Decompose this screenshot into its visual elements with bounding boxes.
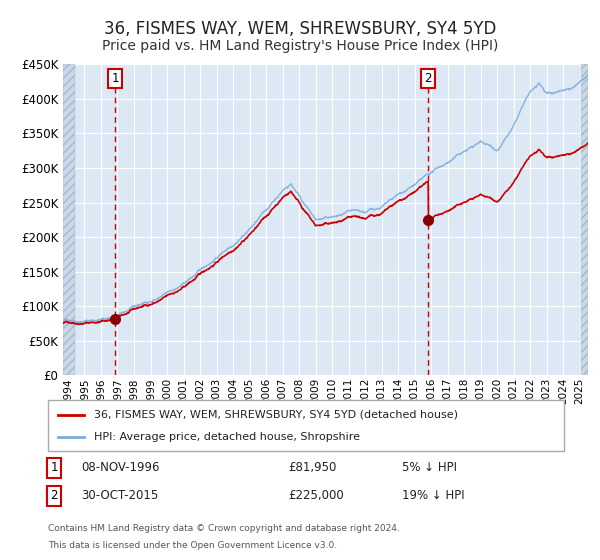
Text: Contains HM Land Registry data © Crown copyright and database right 2024.: Contains HM Land Registry data © Crown c…: [48, 524, 400, 533]
Text: Price paid vs. HM Land Registry's House Price Index (HPI): Price paid vs. HM Land Registry's House …: [102, 39, 498, 53]
Text: 5% ↓ HPI: 5% ↓ HPI: [402, 461, 457, 474]
Text: 08-NOV-1996: 08-NOV-1996: [81, 461, 160, 474]
Text: 36, FISMES WAY, WEM, SHREWSBURY, SY4 5YD: 36, FISMES WAY, WEM, SHREWSBURY, SY4 5YD: [104, 20, 496, 38]
Bar: [63, 64, 75, 375]
Bar: [581, 64, 588, 375]
Text: 2: 2: [425, 72, 432, 85]
Text: 1: 1: [112, 72, 119, 85]
Text: HPI: Average price, detached house, Shropshire: HPI: Average price, detached house, Shro…: [94, 432, 361, 442]
Text: £81,950: £81,950: [288, 461, 337, 474]
Text: This data is licensed under the Open Government Licence v3.0.: This data is licensed under the Open Gov…: [48, 541, 337, 550]
Text: 36, FISMES WAY, WEM, SHREWSBURY, SY4 5YD (detached house): 36, FISMES WAY, WEM, SHREWSBURY, SY4 5YD…: [94, 409, 458, 419]
Text: 1: 1: [50, 461, 58, 474]
Text: £225,000: £225,000: [288, 489, 344, 502]
Text: 30-OCT-2015: 30-OCT-2015: [81, 489, 158, 502]
Text: 2: 2: [50, 489, 58, 502]
FancyBboxPatch shape: [48, 400, 564, 451]
Text: 19% ↓ HPI: 19% ↓ HPI: [402, 489, 464, 502]
